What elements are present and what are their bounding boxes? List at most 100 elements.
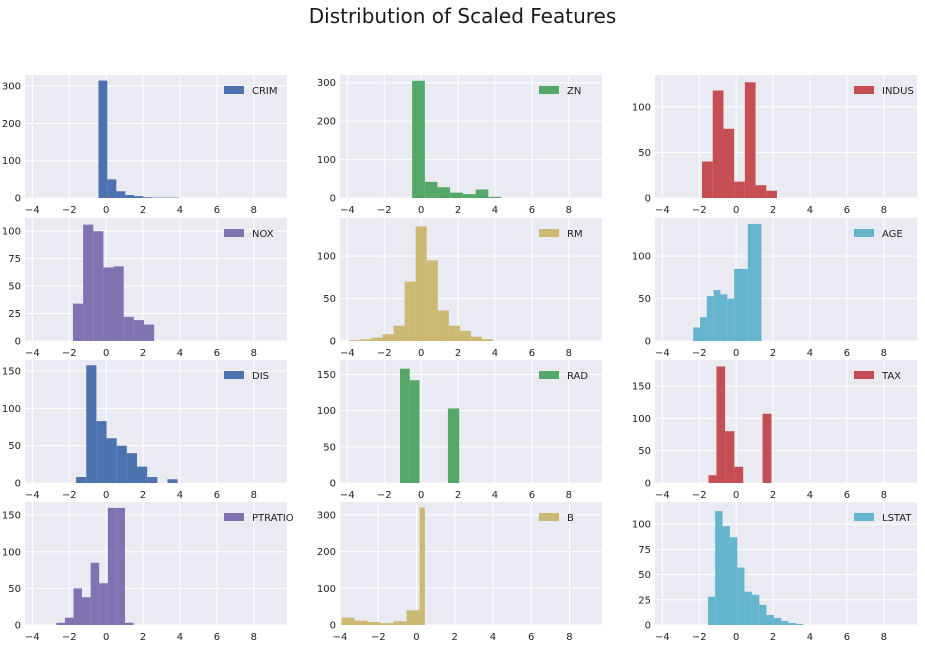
histogram-bar <box>98 80 108 198</box>
y-tick-label: 200 <box>317 547 336 558</box>
legend-label: PTRATIO <box>252 513 294 524</box>
histogram-bar <box>123 316 134 341</box>
histogram-bar <box>86 365 97 483</box>
histogram-bar <box>426 260 438 341</box>
legend-swatch <box>854 86 874 94</box>
legend-label: DIS <box>252 371 269 382</box>
x-tick-label: 4 <box>177 490 183 501</box>
x-tick-label: 6 <box>844 205 850 216</box>
x-tick-label: 4 <box>807 348 813 359</box>
histogram-bar <box>72 303 84 341</box>
y-tick-label: 0 <box>330 479 336 490</box>
x-tick-label: −2 <box>692 490 707 501</box>
histogram-bar <box>134 196 144 198</box>
legend-label: TAX <box>881 371 901 382</box>
x-tick-label: −2 <box>62 348 77 359</box>
y-tick-label: 100 <box>632 102 651 113</box>
y-tick-label: 100 <box>632 414 651 425</box>
y-tick-label: 0 <box>645 621 651 632</box>
x-tick-label: 4 <box>177 348 183 359</box>
x-tick-label: −2 <box>371 632 386 643</box>
x-tick-label: 6 <box>214 205 220 216</box>
histogram-bar <box>723 128 735 198</box>
x-tick-label: 0 <box>418 348 424 359</box>
x-tick-label: −4 <box>655 348 670 359</box>
x-tick-label: 6 <box>844 632 850 643</box>
y-tick-label: 0 <box>15 337 21 348</box>
x-tick-label: −2 <box>377 490 392 501</box>
x-tick-label: 8 <box>566 205 572 216</box>
x-tick-label: 2 <box>140 490 146 501</box>
x-tick-label: 6 <box>529 348 535 359</box>
y-tick-label: 0 <box>330 337 336 348</box>
legend-swatch <box>539 513 559 521</box>
x-tick-label: 8 <box>881 205 887 216</box>
histogram-bar <box>713 290 721 341</box>
y-tick-label: 150 <box>632 381 651 392</box>
y-tick-label: 75 <box>638 545 651 556</box>
x-tick-label: 8 <box>881 348 887 359</box>
x-tick-label: 8 <box>251 632 257 643</box>
legend-swatch <box>224 371 244 379</box>
y-tick-label: 300 <box>317 78 336 89</box>
plot-area <box>25 75 287 198</box>
histogram-bar <box>700 317 707 341</box>
plot-area <box>340 75 602 198</box>
y-tick-label: 150 <box>2 511 21 522</box>
x-tick-label: −4 <box>25 205 40 216</box>
x-tick-label: −2 <box>62 490 77 501</box>
x-tick-label: 4 <box>807 490 813 501</box>
x-tick-label: 6 <box>844 490 850 501</box>
histogram-bar <box>708 475 717 483</box>
subplot-dis: −4 −2 0 2 4 6 8 0 50 100 150 DIS <box>2 360 287 501</box>
y-tick-label: 100 <box>317 406 336 417</box>
x-tick-label: 4 <box>492 490 498 501</box>
histogram-bar <box>107 179 117 198</box>
y-tick-label: 150 <box>2 367 21 378</box>
x-tick-label: −4 <box>340 490 355 501</box>
histogram-bar <box>755 185 767 198</box>
histogram-bar <box>419 507 425 625</box>
legend-swatch <box>539 86 559 94</box>
x-tick-label: 0 <box>103 632 109 643</box>
histogram-bar <box>56 622 65 625</box>
x-tick-label: 2 <box>770 490 776 501</box>
x-tick-label: 8 <box>251 490 257 501</box>
legend-label: LSTAT <box>882 513 912 524</box>
x-tick-label: 4 <box>177 632 183 643</box>
x-tick-label: −4 <box>340 348 355 359</box>
y-tick-label: 150 <box>317 370 336 381</box>
histogram-bar <box>437 310 449 341</box>
x-tick-label: 8 <box>566 632 572 643</box>
y-tick-label: 0 <box>645 337 651 348</box>
legend-swatch <box>224 86 244 94</box>
histogram-bar <box>462 194 476 198</box>
x-tick-label: 8 <box>251 205 257 216</box>
histogram-bar <box>409 380 420 483</box>
histogram-bar <box>762 413 772 483</box>
histogram-bar <box>106 438 117 483</box>
subplot-lstat: −4 −2 0 2 4 6 8 0 25 50 75 100 LSTAT <box>632 502 917 643</box>
x-tick-label: 4 <box>490 632 496 643</box>
histogram-bar <box>125 622 134 625</box>
x-tick-label: 6 <box>529 205 535 216</box>
histogram-bar <box>447 408 460 483</box>
subplot-ptratio: −4 −2 0 2 4 6 8 0 50 100 150 PTRATIO <box>2 502 294 643</box>
histogram-bar <box>754 223 762 341</box>
y-tick-label: 50 <box>638 570 651 581</box>
subplot-tax: −4 −2 0 2 4 6 8 0 50 100 150 TAX <box>632 360 917 501</box>
x-tick-label: 4 <box>807 205 813 216</box>
x-tick-label: 6 <box>214 348 220 359</box>
x-tick-label: 2 <box>452 632 458 643</box>
histogram-bar <box>450 192 463 198</box>
histogram-bar <box>73 588 83 625</box>
x-tick-label: 0 <box>103 348 109 359</box>
legend-label: INDUS <box>882 86 914 97</box>
histogram-bar <box>82 597 91 625</box>
histogram-bar <box>90 562 100 625</box>
subplot-crim: −4 −2 0 2 4 6 8 0 100 200 300 CRIM <box>2 75 287 216</box>
x-tick-label: 2 <box>770 348 776 359</box>
histogram-bar <box>788 622 796 625</box>
y-tick-label: 50 <box>638 148 651 159</box>
